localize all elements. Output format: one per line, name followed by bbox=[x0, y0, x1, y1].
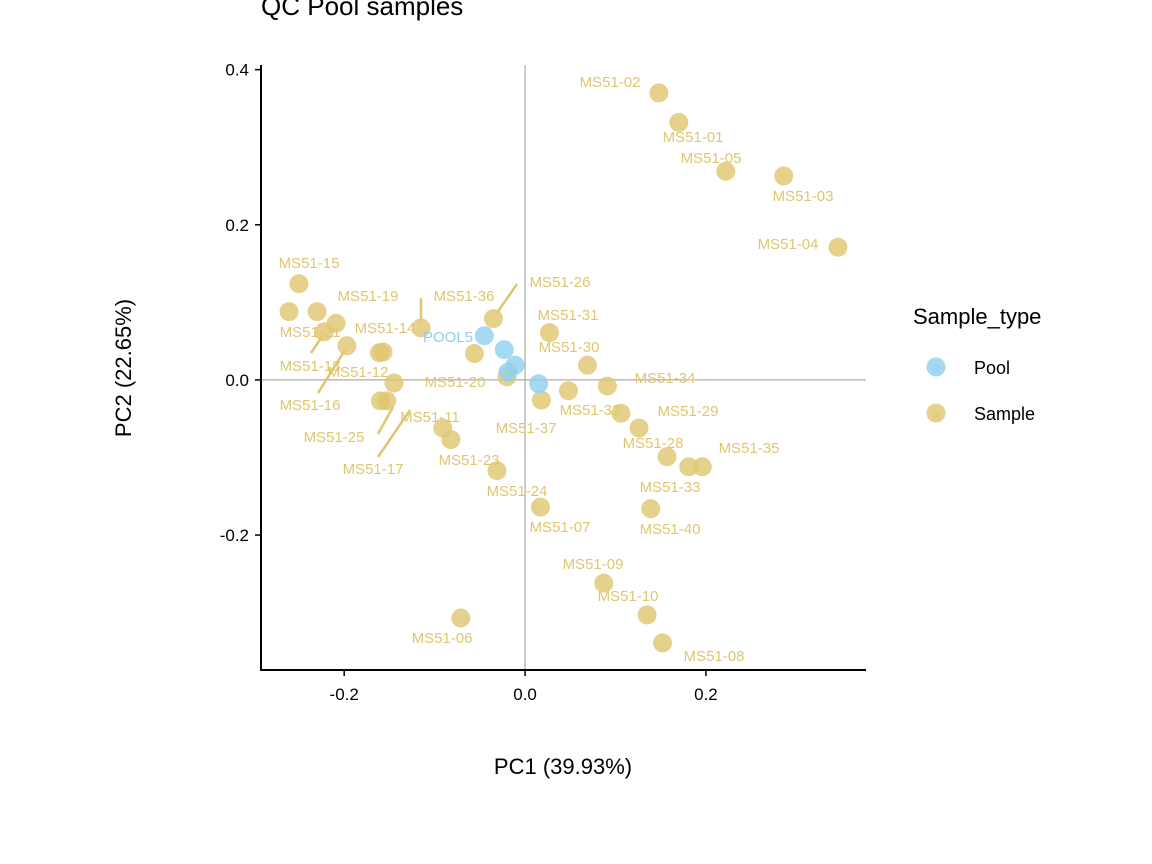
point-label: MS51-36 bbox=[434, 288, 495, 305]
point-label: MS51-40 bbox=[640, 521, 701, 538]
point-label: MS51-02 bbox=[580, 74, 641, 91]
x-tick-label: -0.2 bbox=[330, 685, 359, 704]
sample-point bbox=[657, 447, 677, 467]
y-tick-label: 0.0 bbox=[225, 371, 249, 390]
pool-point bbox=[474, 326, 494, 346]
sample-point bbox=[487, 461, 507, 481]
sample-point bbox=[716, 161, 736, 181]
point-label: MS51-09 bbox=[563, 556, 624, 573]
legend-key-sample bbox=[926, 403, 946, 423]
sample-point bbox=[774, 166, 794, 186]
sample-point bbox=[558, 381, 578, 401]
label-leader-line bbox=[376, 409, 412, 458]
sample-point bbox=[653, 633, 673, 653]
point-label: MS51-32 bbox=[560, 402, 621, 419]
point-label: MS51-19 bbox=[338, 288, 399, 305]
legend-key-glyph: a bbox=[932, 360, 940, 375]
point-label: MS51-34 bbox=[635, 370, 696, 387]
y-axis-label: PC2 (22.65%) bbox=[111, 299, 136, 437]
x-axis-label: PC1 (39.93%) bbox=[494, 754, 632, 779]
sample-point bbox=[314, 322, 334, 342]
y-tick-label: -0.2 bbox=[220, 526, 249, 545]
legend-key-glyph: a bbox=[932, 406, 940, 421]
point-label: MS51-04 bbox=[758, 236, 819, 253]
point-label: MS51-18 bbox=[280, 358, 341, 375]
sample-point bbox=[828, 237, 848, 257]
point-label: MS51-14 bbox=[355, 320, 416, 337]
sample-point bbox=[483, 309, 503, 329]
sample-point bbox=[692, 457, 712, 477]
legend-key-pool bbox=[926, 357, 946, 377]
sample-point bbox=[594, 573, 614, 593]
sample-point bbox=[577, 355, 597, 375]
point-label: MS51-15 bbox=[279, 255, 340, 272]
y-tick-label: 0.4 bbox=[225, 61, 249, 80]
point-label: MS51-05 bbox=[681, 150, 742, 167]
chart-title: QC Pool samples bbox=[261, 0, 463, 21]
point-label: MS51-06 bbox=[412, 630, 473, 647]
sample-point bbox=[373, 342, 393, 362]
point-label: MS51-24 bbox=[487, 483, 548, 500]
legend-title: Sample_type bbox=[913, 304, 1041, 329]
sample-point bbox=[411, 318, 431, 338]
sample-point bbox=[531, 390, 551, 410]
point-label: MS51-11 bbox=[400, 409, 460, 426]
sample-point bbox=[307, 302, 327, 322]
label-leader-line bbox=[495, 283, 519, 314]
sample-point bbox=[641, 499, 661, 519]
sample-point bbox=[597, 376, 617, 396]
point-label: MS51-25 bbox=[304, 429, 365, 446]
point-label: MS51-26 bbox=[530, 274, 591, 291]
point-label: MS51-31 bbox=[538, 307, 599, 324]
sample-point bbox=[637, 605, 657, 625]
point-label: MS51-16 bbox=[280, 397, 341, 414]
sample-point bbox=[441, 430, 461, 450]
sample-point bbox=[629, 418, 649, 438]
legend-label-pool: Pool bbox=[974, 358, 1010, 378]
sample-point bbox=[539, 323, 559, 343]
pool-point bbox=[498, 362, 518, 382]
label-leader-line bbox=[316, 349, 347, 394]
pool-point bbox=[529, 374, 549, 394]
x-tick-label: 0.2 bbox=[694, 685, 718, 704]
point-label: MS51-01 bbox=[663, 129, 724, 146]
point-label: MS51-08 bbox=[684, 648, 745, 665]
label-leader-line bbox=[376, 406, 395, 435]
pool-point bbox=[494, 340, 514, 360]
sample-point bbox=[377, 391, 397, 411]
point-label: MS51-29 bbox=[658, 403, 719, 420]
sample-point bbox=[464, 344, 484, 364]
legend-label-sample: Sample bbox=[974, 404, 1035, 424]
y-tick-label: 0.2 bbox=[225, 216, 249, 235]
sample-point bbox=[649, 83, 669, 103]
x-tick-label: 0.0 bbox=[513, 685, 537, 704]
point-label: POOL5 bbox=[423, 329, 473, 346]
point-label: MS51-30 bbox=[539, 339, 600, 356]
point-label: MS51-28 bbox=[623, 435, 684, 452]
sample-point bbox=[451, 608, 471, 628]
point-label: MS51-20 bbox=[425, 374, 486, 391]
point-label: MS51-10 bbox=[598, 588, 659, 605]
sample-point bbox=[611, 403, 631, 423]
sample-point bbox=[669, 112, 689, 132]
point-label: MS51-33 bbox=[640, 479, 701, 496]
sample-point bbox=[530, 497, 550, 517]
point-label: MS51-17 bbox=[343, 461, 404, 478]
sample-point bbox=[289, 274, 309, 294]
sample-point bbox=[337, 336, 357, 356]
point-label: MS51-23 bbox=[439, 452, 500, 469]
point-label: MS51-03 bbox=[773, 188, 834, 205]
point-label: MS51-37 bbox=[496, 420, 557, 437]
point-label: MS51-07 bbox=[530, 519, 591, 536]
sample-point bbox=[679, 457, 699, 477]
point-label: MS51-35 bbox=[719, 440, 780, 457]
point-label: MS51-12 bbox=[328, 364, 389, 381]
sample-point bbox=[279, 302, 299, 322]
sample-point bbox=[384, 373, 404, 393]
legend: Sample_type a a Pool Sample bbox=[913, 304, 1041, 424]
point-label: MS51-21 bbox=[280, 324, 341, 341]
